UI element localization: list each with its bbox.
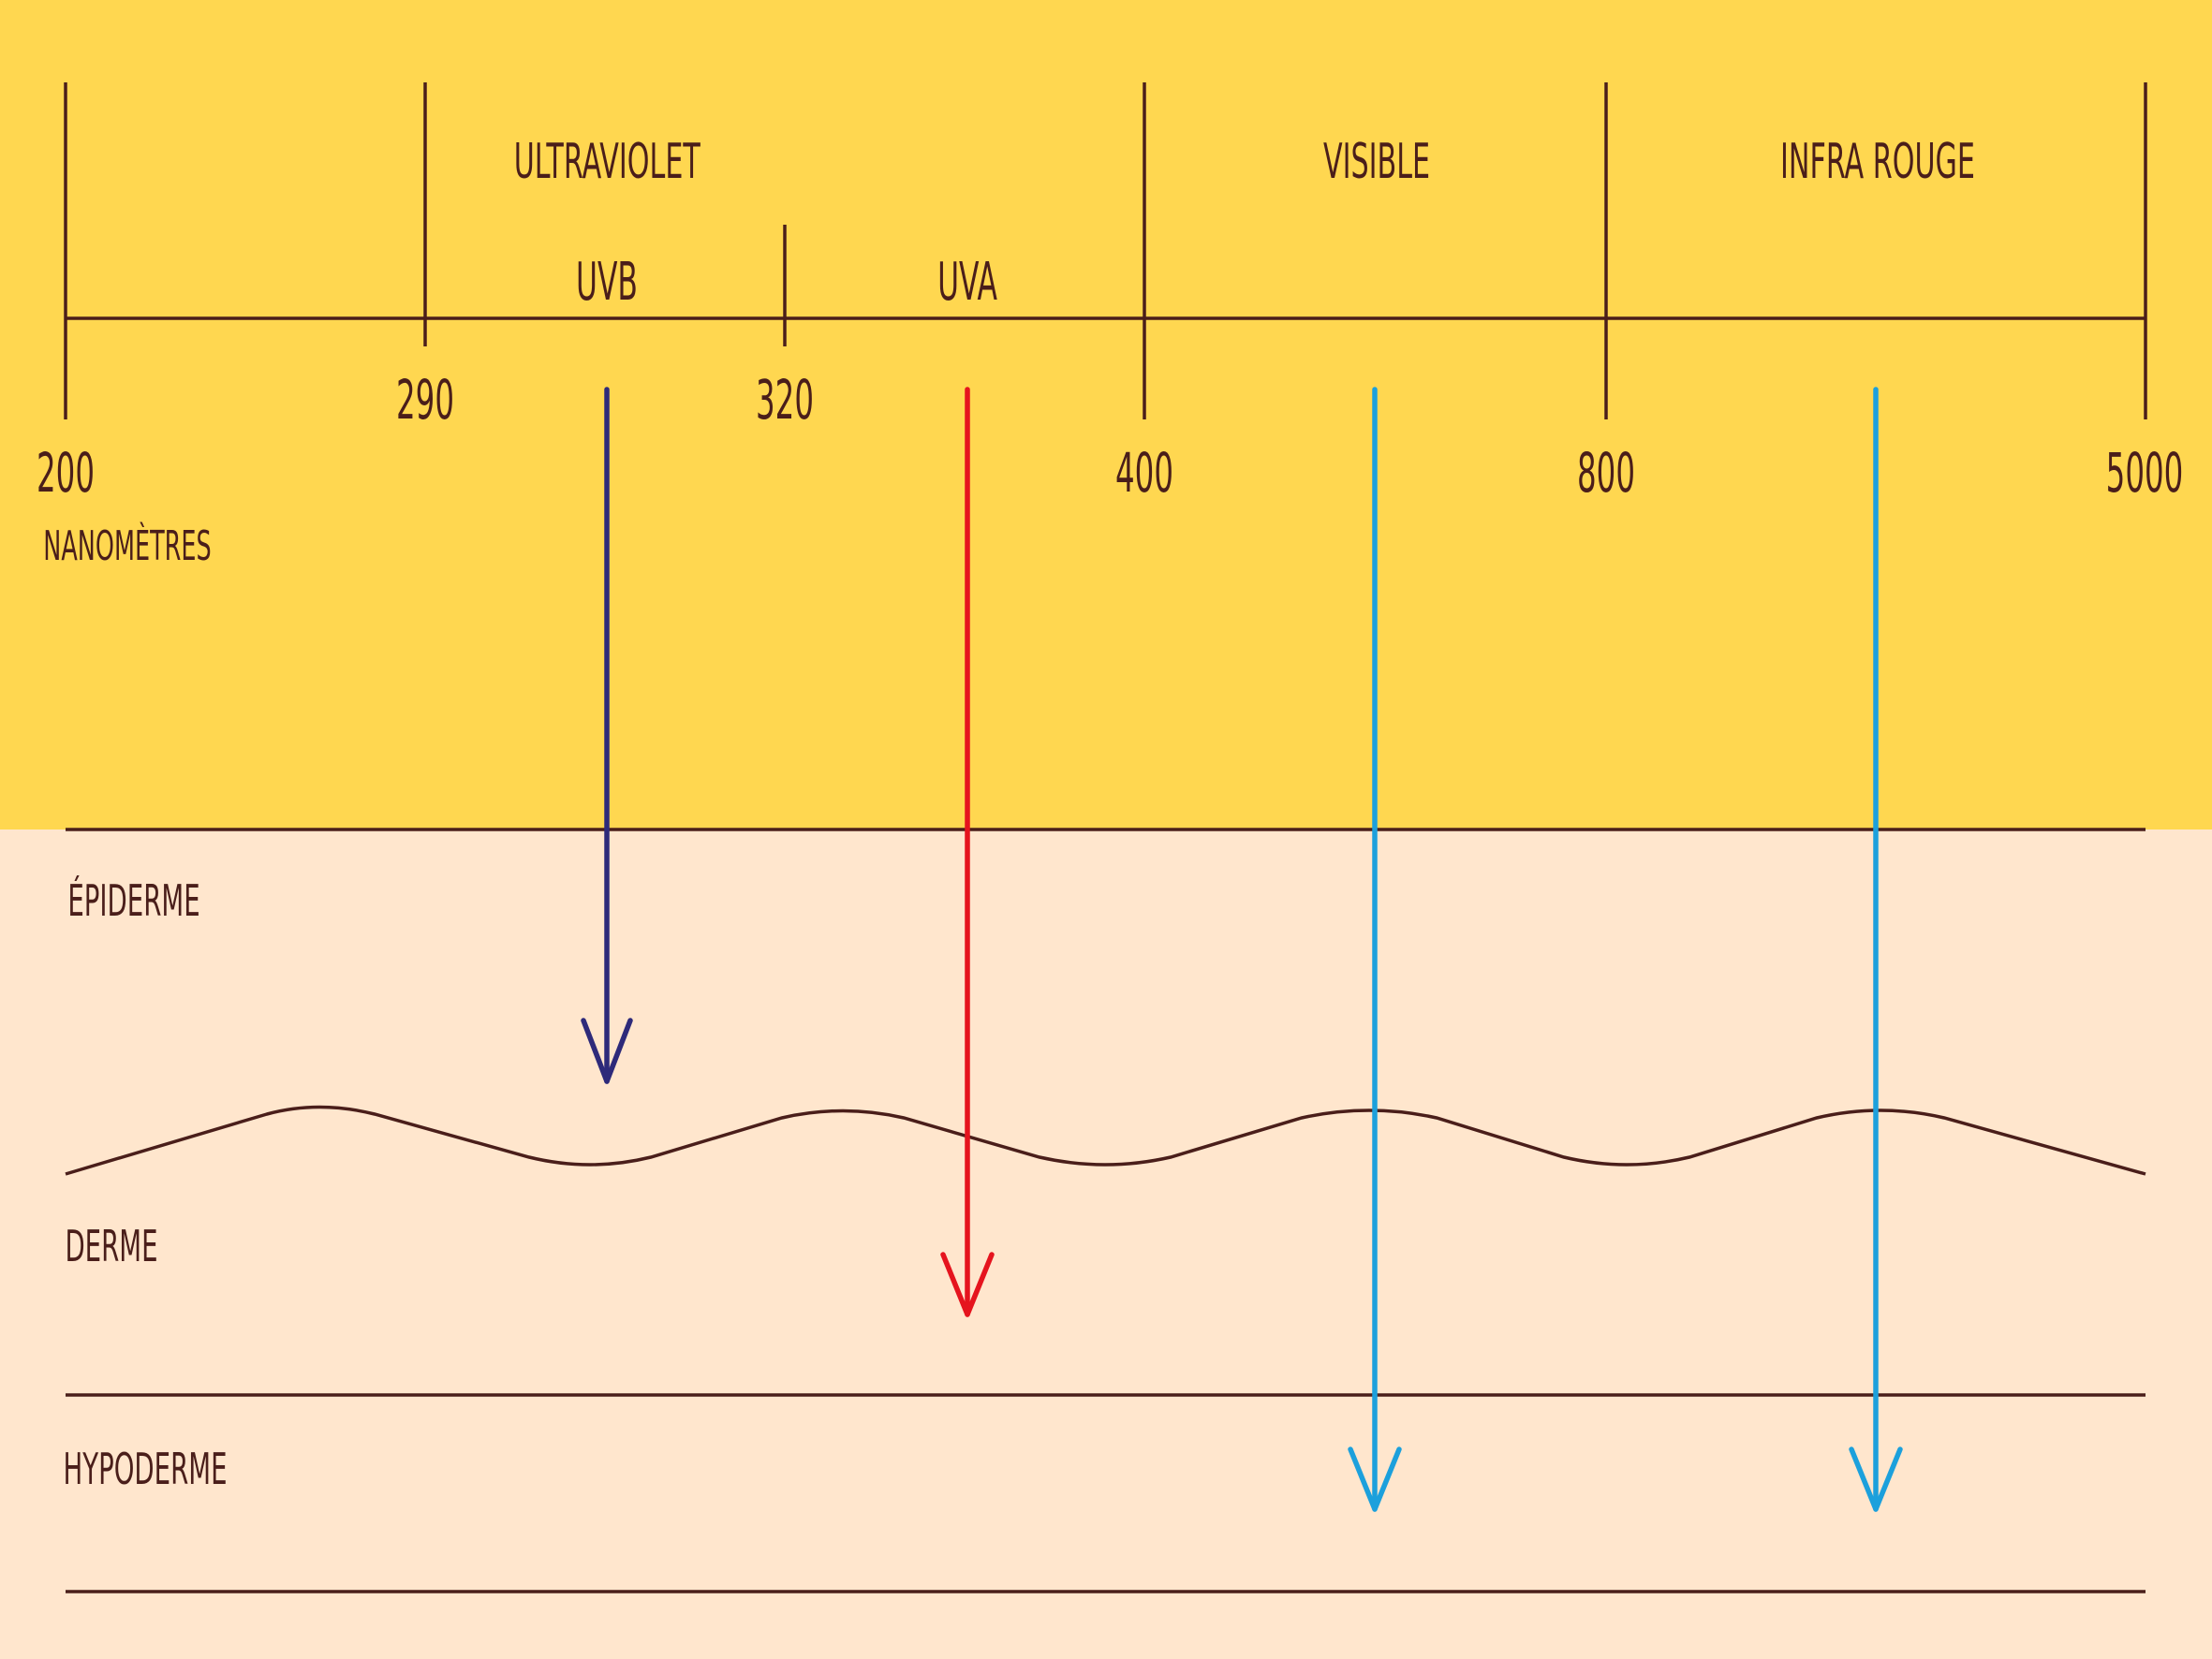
band-label-infrared: INFRA ROUGE	[1780, 135, 1975, 191]
unit-label: NANOMÈTRES	[43, 522, 211, 570]
tick-label-5000: 5000	[2106, 442, 2184, 506]
tick-label-320: 320	[756, 369, 814, 433]
tick-label-200: 200	[37, 442, 95, 506]
layer-label-hypodermis: HYPODERME	[63, 1445, 227, 1494]
uva-arrow	[940, 387, 995, 1317]
tick-label-800: 800	[1577, 442, 1635, 506]
band-label-ultraviolet: ULTRAVIOLET	[514, 135, 701, 191]
sub-band-label-uvb: UVB	[576, 251, 638, 312]
tick-label-400: 400	[1115, 442, 1173, 506]
visible-arrow	[1348, 387, 1402, 1512]
layer-label-epidermis: ÉPIDERME	[67, 876, 199, 926]
epidermis-dermis-boundary	[65, 1105, 2146, 1176]
skin-zone	[0, 830, 2212, 1659]
penetration-arrows	[581, 387, 1903, 1512]
tick-label-290: 290	[396, 369, 454, 433]
uvb-arrow	[581, 387, 633, 1084]
sub-band-label-uva: UVA	[937, 251, 997, 312]
wavelength-scale: ULTRAVIOLET VISIBLE INFRA ROUGE UVB UVA …	[37, 82, 2183, 570]
band-label-visible: VISIBLE	[1323, 135, 1430, 191]
layer-label-dermis: DERME	[65, 1222, 157, 1271]
skin-layers: ÉPIDERME DERME HYPODERME	[63, 828, 2146, 1593]
spectrum-zone	[0, 0, 2212, 830]
infrared-arrow	[1849, 387, 1903, 1512]
